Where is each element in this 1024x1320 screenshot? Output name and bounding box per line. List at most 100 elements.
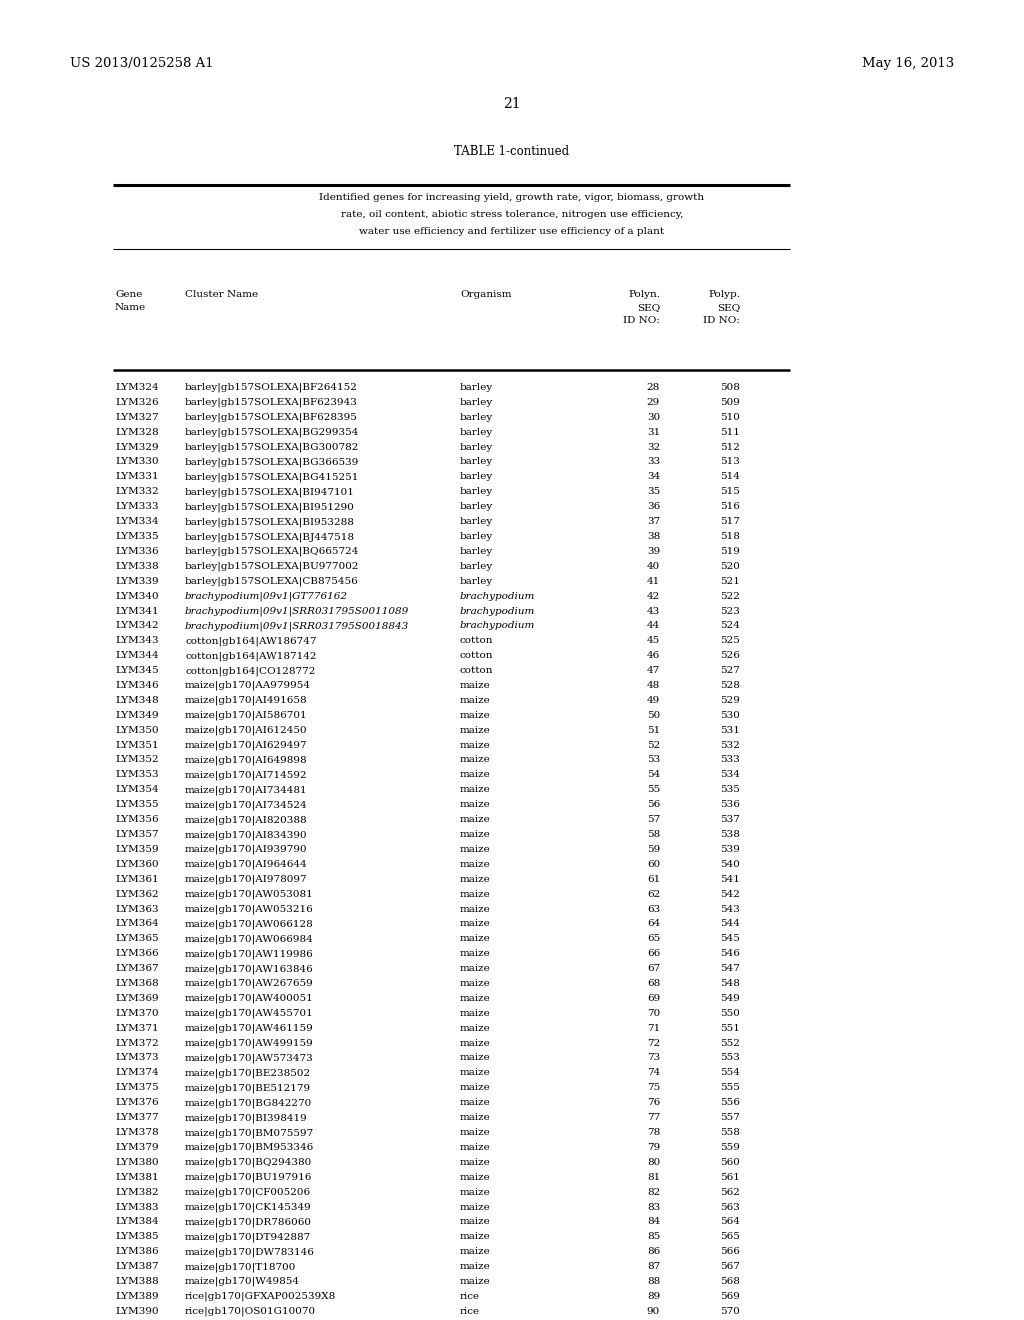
Text: maize|gb170|AW053081: maize|gb170|AW053081	[185, 890, 313, 899]
Text: 90: 90	[647, 1307, 660, 1316]
Text: 81: 81	[647, 1172, 660, 1181]
Text: 76: 76	[647, 1098, 660, 1107]
Text: 53: 53	[647, 755, 660, 764]
Text: maize|gb170|BM075597: maize|gb170|BM075597	[185, 1129, 314, 1138]
Text: LYM383: LYM383	[115, 1203, 159, 1212]
Text: 519: 519	[720, 546, 740, 556]
Text: barley|gb157SOLEXA|BF628395: barley|gb157SOLEXA|BF628395	[185, 413, 357, 422]
Text: LYM333: LYM333	[115, 502, 159, 511]
Text: 74: 74	[647, 1068, 660, 1077]
Text: maize: maize	[460, 1084, 490, 1093]
Text: rice: rice	[460, 1292, 480, 1302]
Text: barley|gb157SOLEXA|BG299354: barley|gb157SOLEXA|BG299354	[185, 428, 359, 437]
Text: barley|gb157SOLEXA|BI951290: barley|gb157SOLEXA|BI951290	[185, 502, 355, 512]
Text: 537: 537	[720, 814, 740, 824]
Text: 29: 29	[647, 397, 660, 407]
Text: 544: 544	[720, 920, 740, 928]
Text: 32: 32	[647, 442, 660, 451]
Text: LYM390: LYM390	[115, 1307, 159, 1316]
Text: maize: maize	[460, 979, 490, 987]
Text: 83: 83	[647, 1203, 660, 1212]
Text: 552: 552	[720, 1039, 740, 1048]
Text: 569: 569	[720, 1292, 740, 1302]
Text: LYM386: LYM386	[115, 1247, 159, 1257]
Text: maize|gb170|W49854: maize|gb170|W49854	[185, 1276, 300, 1287]
Text: maize|gb170|T18700: maize|gb170|T18700	[185, 1262, 296, 1271]
Text: barley|gb157SOLEXA|BI953288: barley|gb157SOLEXA|BI953288	[185, 517, 355, 527]
Text: barley: barley	[460, 383, 494, 392]
Text: 528: 528	[720, 681, 740, 690]
Text: Cluster Name: Cluster Name	[185, 290, 258, 300]
Text: barley|gb157SOLEXA|BG300782: barley|gb157SOLEXA|BG300782	[185, 442, 359, 451]
Text: maize|gb170|BG842270: maize|gb170|BG842270	[185, 1098, 312, 1107]
Text: LYM331: LYM331	[115, 473, 159, 482]
Text: cotton|gb164|CO128772: cotton|gb164|CO128772	[185, 667, 315, 676]
Text: 39: 39	[647, 546, 660, 556]
Text: maize: maize	[460, 681, 490, 690]
Text: 564: 564	[720, 1217, 740, 1226]
Text: LYM381: LYM381	[115, 1172, 159, 1181]
Text: 87: 87	[647, 1262, 660, 1271]
Text: maize: maize	[460, 1158, 490, 1167]
Text: LYM340: LYM340	[115, 591, 159, 601]
Text: 549: 549	[720, 994, 740, 1003]
Text: LYM376: LYM376	[115, 1098, 159, 1107]
Text: 70: 70	[647, 1008, 660, 1018]
Text: barley: barley	[460, 487, 494, 496]
Text: 31: 31	[647, 428, 660, 437]
Text: 40: 40	[647, 562, 660, 570]
Text: LYM342: LYM342	[115, 622, 159, 631]
Text: 33: 33	[647, 458, 660, 466]
Text: 566: 566	[720, 1247, 740, 1257]
Text: 54: 54	[647, 771, 660, 779]
Text: maize: maize	[460, 696, 490, 705]
Text: 558: 558	[720, 1129, 740, 1137]
Text: maize: maize	[460, 726, 490, 735]
Text: brachypodium|09v1|GT776162: brachypodium|09v1|GT776162	[185, 591, 348, 601]
Text: barley: barley	[460, 413, 494, 422]
Text: 547: 547	[720, 964, 740, 973]
Text: maize|gb170|AI734524: maize|gb170|AI734524	[185, 800, 307, 809]
Text: barley|gb157SOLEXA|CB875456: barley|gb157SOLEXA|CB875456	[185, 577, 358, 586]
Text: 561: 561	[720, 1172, 740, 1181]
Text: 526: 526	[720, 651, 740, 660]
Text: barley|gb157SOLEXA|BF264152: barley|gb157SOLEXA|BF264152	[185, 383, 357, 392]
Text: maize|gb170|AW066984: maize|gb170|AW066984	[185, 935, 313, 944]
Text: brachypodium: brachypodium	[460, 622, 536, 631]
Text: barley: barley	[460, 517, 494, 527]
Text: 557: 557	[720, 1113, 740, 1122]
Text: LYM387: LYM387	[115, 1262, 159, 1271]
Text: maize: maize	[460, 710, 490, 719]
Text: 533: 533	[720, 755, 740, 764]
Text: barley: barley	[460, 397, 494, 407]
Text: LYM341: LYM341	[115, 606, 159, 615]
Text: Gene: Gene	[115, 290, 142, 300]
Text: 46: 46	[647, 651, 660, 660]
Text: 21: 21	[503, 96, 521, 111]
Text: LYM360: LYM360	[115, 859, 159, 869]
Text: maize|gb170|AI586701: maize|gb170|AI586701	[185, 710, 307, 721]
Text: maize|gb170|AI714592: maize|gb170|AI714592	[185, 771, 307, 780]
Text: 525: 525	[720, 636, 740, 645]
Text: 553: 553	[720, 1053, 740, 1063]
Text: 65: 65	[647, 935, 660, 944]
Text: maize: maize	[460, 845, 490, 854]
Text: barley: barley	[460, 442, 494, 451]
Text: 56: 56	[647, 800, 660, 809]
Text: maize: maize	[460, 830, 490, 840]
Text: barley: barley	[460, 532, 494, 541]
Text: 531: 531	[720, 726, 740, 735]
Text: LYM379: LYM379	[115, 1143, 159, 1152]
Text: 50: 50	[647, 710, 660, 719]
Text: 58: 58	[647, 830, 660, 840]
Text: maize: maize	[460, 1262, 490, 1271]
Text: brachypodium|09v1|SRR031795S0018843: brachypodium|09v1|SRR031795S0018843	[185, 622, 410, 631]
Text: 517: 517	[720, 517, 740, 527]
Text: 38: 38	[647, 532, 660, 541]
Text: ID NO:: ID NO:	[624, 315, 660, 325]
Text: 59: 59	[647, 845, 660, 854]
Text: maize|gb170|AW053216: maize|gb170|AW053216	[185, 904, 313, 913]
Text: LYM372: LYM372	[115, 1039, 159, 1048]
Text: maize: maize	[460, 755, 490, 764]
Text: maize|gb170|AI649898: maize|gb170|AI649898	[185, 755, 307, 766]
